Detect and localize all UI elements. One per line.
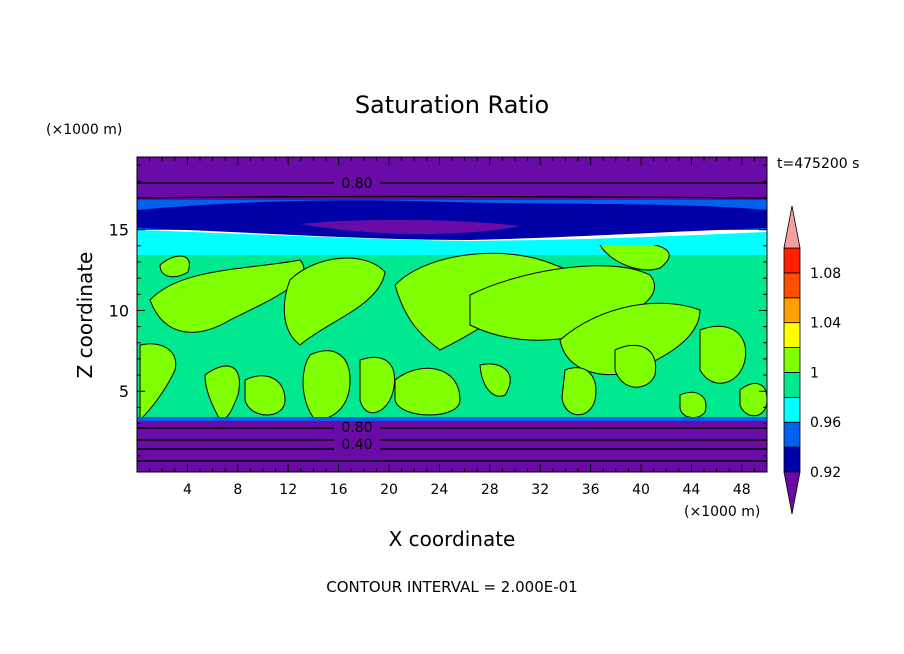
colorbar-tick-label: 1.04 (810, 316, 841, 332)
x-tick-label: 28 (481, 482, 499, 498)
y-tick-label: 15 (109, 221, 129, 240)
contour-label-bg-3 (334, 438, 380, 452)
plot-area: 0.80 0.80 0.40 (137, 157, 767, 472)
x-tick-label: 12 (279, 482, 297, 498)
region-surface-blue (137, 417, 767, 421)
colorbar-upper-triangle (783, 205, 801, 249)
colorbar-bin (783, 297, 801, 324)
contour-label-bg-2 (334, 421, 380, 435)
contour-label-2: 0.80 (341, 420, 372, 436)
contour-label-bg-1 (334, 176, 380, 190)
contour-lines (137, 182, 767, 462)
x-tick-label: 24 (430, 482, 448, 498)
region-lime-patches (139, 245, 767, 420)
x-axis: 4 8 12 16 20 24 28 32 36 40 44 48 (149, 157, 755, 498)
x-tick-label: 16 (330, 482, 348, 498)
colorbar-bin (783, 396, 801, 423)
colorbar-tick-label: 0.96 (810, 415, 841, 431)
x-tick-label: 40 (632, 482, 650, 498)
colorbar-bin (783, 372, 801, 398)
region-upper-purple (137, 157, 767, 203)
y-axis: 5 10 15 (109, 164, 767, 457)
x-tick-label: 44 (682, 482, 700, 498)
colorbar-bin (783, 347, 801, 373)
colorbar-lower-triangle (783, 471, 801, 515)
colorbar-bin (783, 421, 801, 448)
y-unit-label: (×1000 m) (46, 122, 122, 138)
time-label: t=475200 s (777, 156, 859, 172)
region-dark-blue-band (137, 200, 767, 240)
colorbar-bin (783, 247, 801, 274)
x-tick-label: 20 (380, 482, 398, 498)
x-axis-label: X coordinate (389, 527, 516, 551)
colorbar-tick-label: 1.08 (810, 266, 841, 282)
y-tick-label: 10 (109, 301, 129, 320)
colorbar-tick-label: 0.92 (810, 465, 841, 481)
x-tick-label: 48 (733, 482, 751, 498)
contour-label-1: 0.80 (341, 176, 372, 192)
x-tick-label: 36 (582, 482, 600, 498)
chart-title: Saturation Ratio (355, 91, 549, 119)
x-tick-label: 8 (233, 482, 242, 498)
y-tick-label: 5 (119, 382, 129, 401)
colorbar-bin (783, 272, 801, 299)
x-tick-label: 4 (183, 482, 192, 498)
contour-interval-label: CONTOUR INTERVAL = 2.000E-01 (326, 578, 577, 596)
colorbar-bin (783, 446, 801, 473)
colorbar-bin (783, 322, 801, 348)
contour-label-3: 0.40 (341, 437, 372, 453)
x-tick-label: 32 (531, 482, 549, 498)
colorbar: 1.08 1.04 1 0.96 0.92 (783, 205, 841, 515)
colorbar-tick-label: 1 (810, 365, 819, 381)
y-axis-label: Z coordinate (73, 252, 97, 379)
region-purple-core (300, 219, 520, 234)
x-unit-label: (×1000 m) (684, 504, 760, 520)
